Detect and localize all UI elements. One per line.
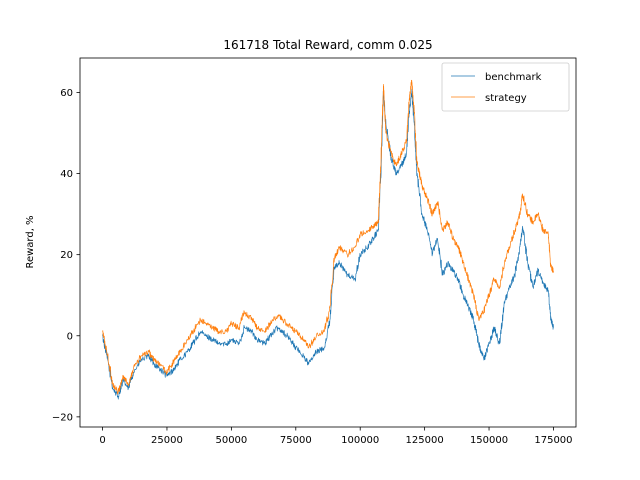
x-tick-label: 25000	[151, 435, 183, 446]
legend: benchmark strategy	[441, 62, 570, 112]
series-line-benchmark	[102, 88, 554, 400]
y-axis: −20 0 20 40 60	[52, 88, 80, 423]
y-tick-label: 0	[67, 331, 73, 342]
y-tick-label: 60	[60, 88, 73, 99]
y-tick-label: 20	[60, 250, 73, 261]
legend-label-strategy: strategy	[485, 93, 527, 104]
x-tick-label: 125000	[406, 435, 444, 446]
y-tick-label: 40	[60, 169, 73, 180]
x-axis: 0 25000 50000 75000 100000 125000 150000 175000	[99, 427, 573, 446]
x-tick-label: 50000	[215, 435, 247, 446]
y-axis-title: Reward, %	[25, 215, 36, 268]
series-line-strategy	[102, 79, 554, 395]
legend-frame	[441, 62, 570, 112]
plot-frame	[79, 57, 577, 428]
x-tick-label: 100000	[341, 435, 379, 446]
y-tick-label: −20	[52, 412, 73, 423]
plot-area	[79, 57, 577, 428]
x-tick-label: 0	[99, 435, 105, 446]
x-tick-label: 150000	[470, 435, 508, 446]
series-layer	[102, 79, 554, 400]
x-tick-label: 175000	[534, 435, 572, 446]
x-tick-label: 75000	[280, 435, 312, 446]
legend-label-benchmark: benchmark	[485, 72, 542, 83]
chart-title: 161718 Total Reward, comm 0.025	[223, 38, 432, 52]
